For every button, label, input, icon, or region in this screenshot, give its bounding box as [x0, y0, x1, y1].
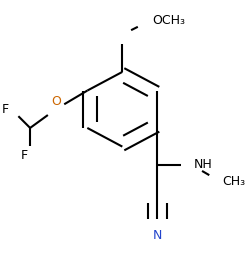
Text: CH₃: CH₃	[223, 175, 246, 188]
Text: F: F	[2, 103, 9, 116]
Text: OCH₃: OCH₃	[153, 14, 186, 27]
Text: F: F	[21, 149, 28, 163]
Text: NH: NH	[194, 158, 212, 171]
Text: O: O	[51, 95, 61, 108]
Text: N: N	[153, 229, 162, 243]
